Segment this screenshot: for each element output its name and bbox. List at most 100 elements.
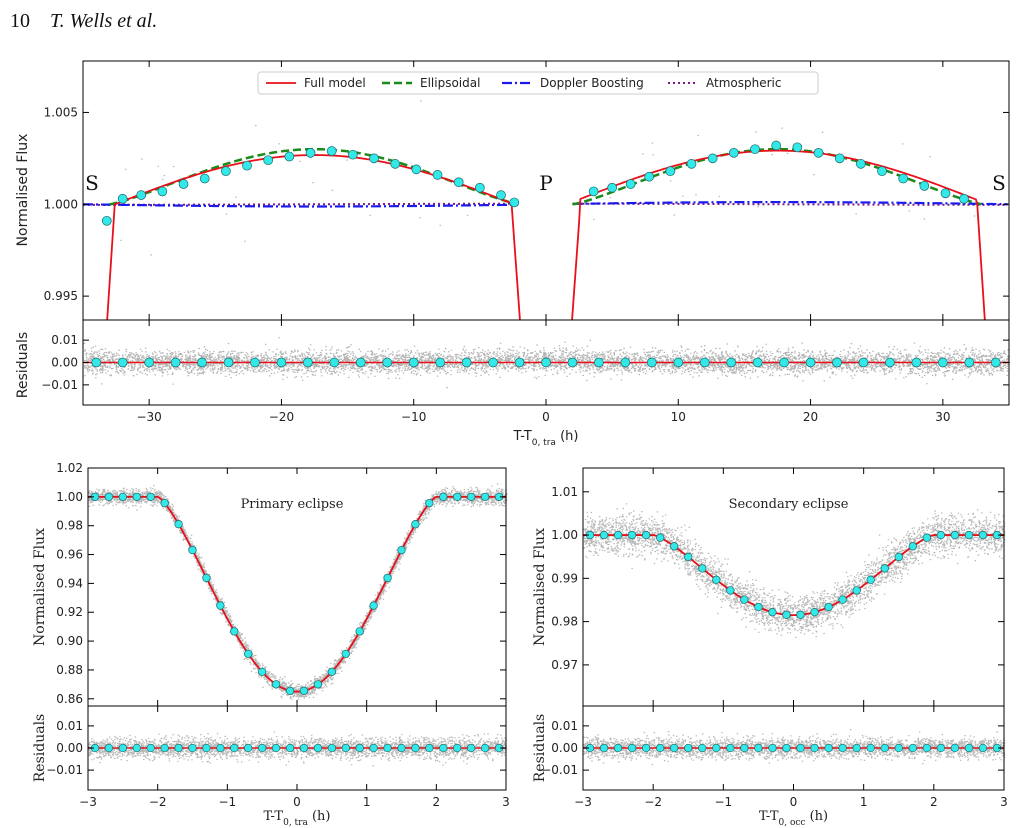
- residual-binned-point: [453, 743, 462, 753]
- y-axis-label: Residuals: [32, 714, 48, 782]
- binned-point: [898, 173, 909, 184]
- residual-binned-point: [810, 743, 819, 753]
- binned-point: [599, 530, 609, 540]
- residual-binned-point: [397, 743, 406, 753]
- binned-point: [894, 552, 903, 562]
- binned-point: [670, 542, 679, 551]
- residual-binned-point: [627, 743, 637, 753]
- residual-binned-point: [699, 357, 710, 368]
- y-tick-label: 0.00: [551, 741, 578, 755]
- panel-title: Primary eclipse: [241, 497, 344, 512]
- x-tick-label: 0: [542, 410, 550, 424]
- residual-binned-point: [911, 357, 922, 368]
- binned-point: [782, 610, 791, 619]
- binned-point: [117, 193, 128, 204]
- legend: Full model Ellipsoidal Doppler Boosting Atm…: [257, 71, 819, 95]
- binned-point: [411, 520, 420, 529]
- residual-binned-point: [908, 743, 917, 753]
- residual-binned-point: [990, 357, 1001, 368]
- binned-point: [467, 492, 476, 502]
- x-tick-label: 30: [935, 410, 950, 424]
- residual-binned-point: [885, 357, 895, 368]
- residual-binned-point: [964, 743, 974, 753]
- residual-binned-point: [327, 743, 336, 753]
- residual-binned-point: [355, 743, 364, 753]
- x-tick-label: −2: [149, 795, 167, 809]
- legend-full-model-label: Full model: [304, 76, 366, 90]
- binned-point: [712, 575, 721, 584]
- residual-binned-point: [514, 357, 525, 368]
- binned-point: [432, 170, 443, 180]
- binned-point: [656, 533, 665, 542]
- binned-point: [480, 492, 490, 502]
- binned-point: [588, 186, 599, 197]
- binned-point: [824, 602, 833, 612]
- y-tick-label: 1.00: [56, 490, 83, 504]
- x-tick-label: −10: [401, 410, 426, 424]
- residual-binned-point: [104, 743, 114, 753]
- binned-point: [665, 166, 676, 177]
- x-tick-label: 10: [671, 410, 686, 424]
- binned-point: [792, 142, 803, 153]
- y-tick-label: 0.00: [51, 356, 78, 370]
- binned-point: [146, 492, 155, 502]
- x-tick-label: 0: [790, 795, 798, 809]
- binned-point: [796, 610, 805, 619]
- y-tick-label: 1.01: [551, 485, 578, 499]
- binned-point: [877, 166, 887, 177]
- y-tick-label: −0.01: [541, 763, 578, 777]
- full-model-line: [106, 154, 521, 320]
- residual-binned-point: [132, 743, 141, 753]
- binned-point: [299, 686, 309, 695]
- raw-flux-scatter: [88, 483, 508, 700]
- residual-binned-point: [299, 743, 309, 753]
- binned-point: [726, 586, 735, 595]
- residual-binned-point: [144, 357, 154, 368]
- binned-point: [625, 179, 636, 189]
- x-tick-label: 0: [293, 795, 301, 809]
- residual-binned-point: [303, 357, 313, 368]
- running-head-authors: T. Wells et al.: [50, 10, 158, 32]
- residual-binned-point: [670, 743, 679, 753]
- binned-point: [509, 197, 520, 208]
- binned-point: [341, 649, 350, 659]
- residual-binned-point: [355, 357, 366, 368]
- residual-binned-point: [594, 357, 604, 368]
- x-tick-label: 2: [433, 795, 441, 809]
- residual-binned-point: [656, 743, 665, 753]
- binned-point: [453, 492, 462, 502]
- x-tick-label: 3: [502, 795, 510, 809]
- binned-point: [919, 181, 930, 191]
- legend-ellipsoidal-label: Ellipsoidal: [420, 76, 480, 90]
- doppler-boosting-line: [83, 203, 519, 208]
- binned-point: [188, 545, 197, 555]
- residual-binned-point: [796, 743, 805, 753]
- residual-binned-point: [467, 743, 476, 753]
- binned-point: [369, 153, 379, 164]
- binned-point: [439, 492, 448, 502]
- residual-binned-point: [408, 357, 419, 368]
- residual-binned-point: [684, 743, 693, 753]
- binned-point: [178, 179, 189, 189]
- residual-binned-point: [805, 357, 816, 368]
- residual-binned-point: [620, 357, 631, 368]
- x-tick-label: 3: [1000, 795, 1008, 809]
- binned-point: [866, 575, 875, 584]
- residual-binned-point: [646, 357, 657, 368]
- binned-point: [644, 171, 655, 182]
- residual-binned-point: [922, 743, 931, 753]
- binned-point: [118, 492, 127, 502]
- y-axis-label: Normalised Flux: [15, 134, 31, 247]
- residual-binned-point: [712, 743, 721, 753]
- binned-point: [397, 545, 406, 555]
- binned-point: [313, 680, 323, 689]
- binned-point: [607, 182, 617, 193]
- binned-point: [768, 608, 777, 617]
- y-tick-label: 1.00: [551, 528, 578, 542]
- x-tick-label: −30: [136, 410, 161, 424]
- x-tick-label: 1: [363, 795, 371, 809]
- residual-binned-point: [858, 357, 869, 368]
- binned-point: [936, 530, 945, 540]
- residual-binned-point: [258, 743, 267, 753]
